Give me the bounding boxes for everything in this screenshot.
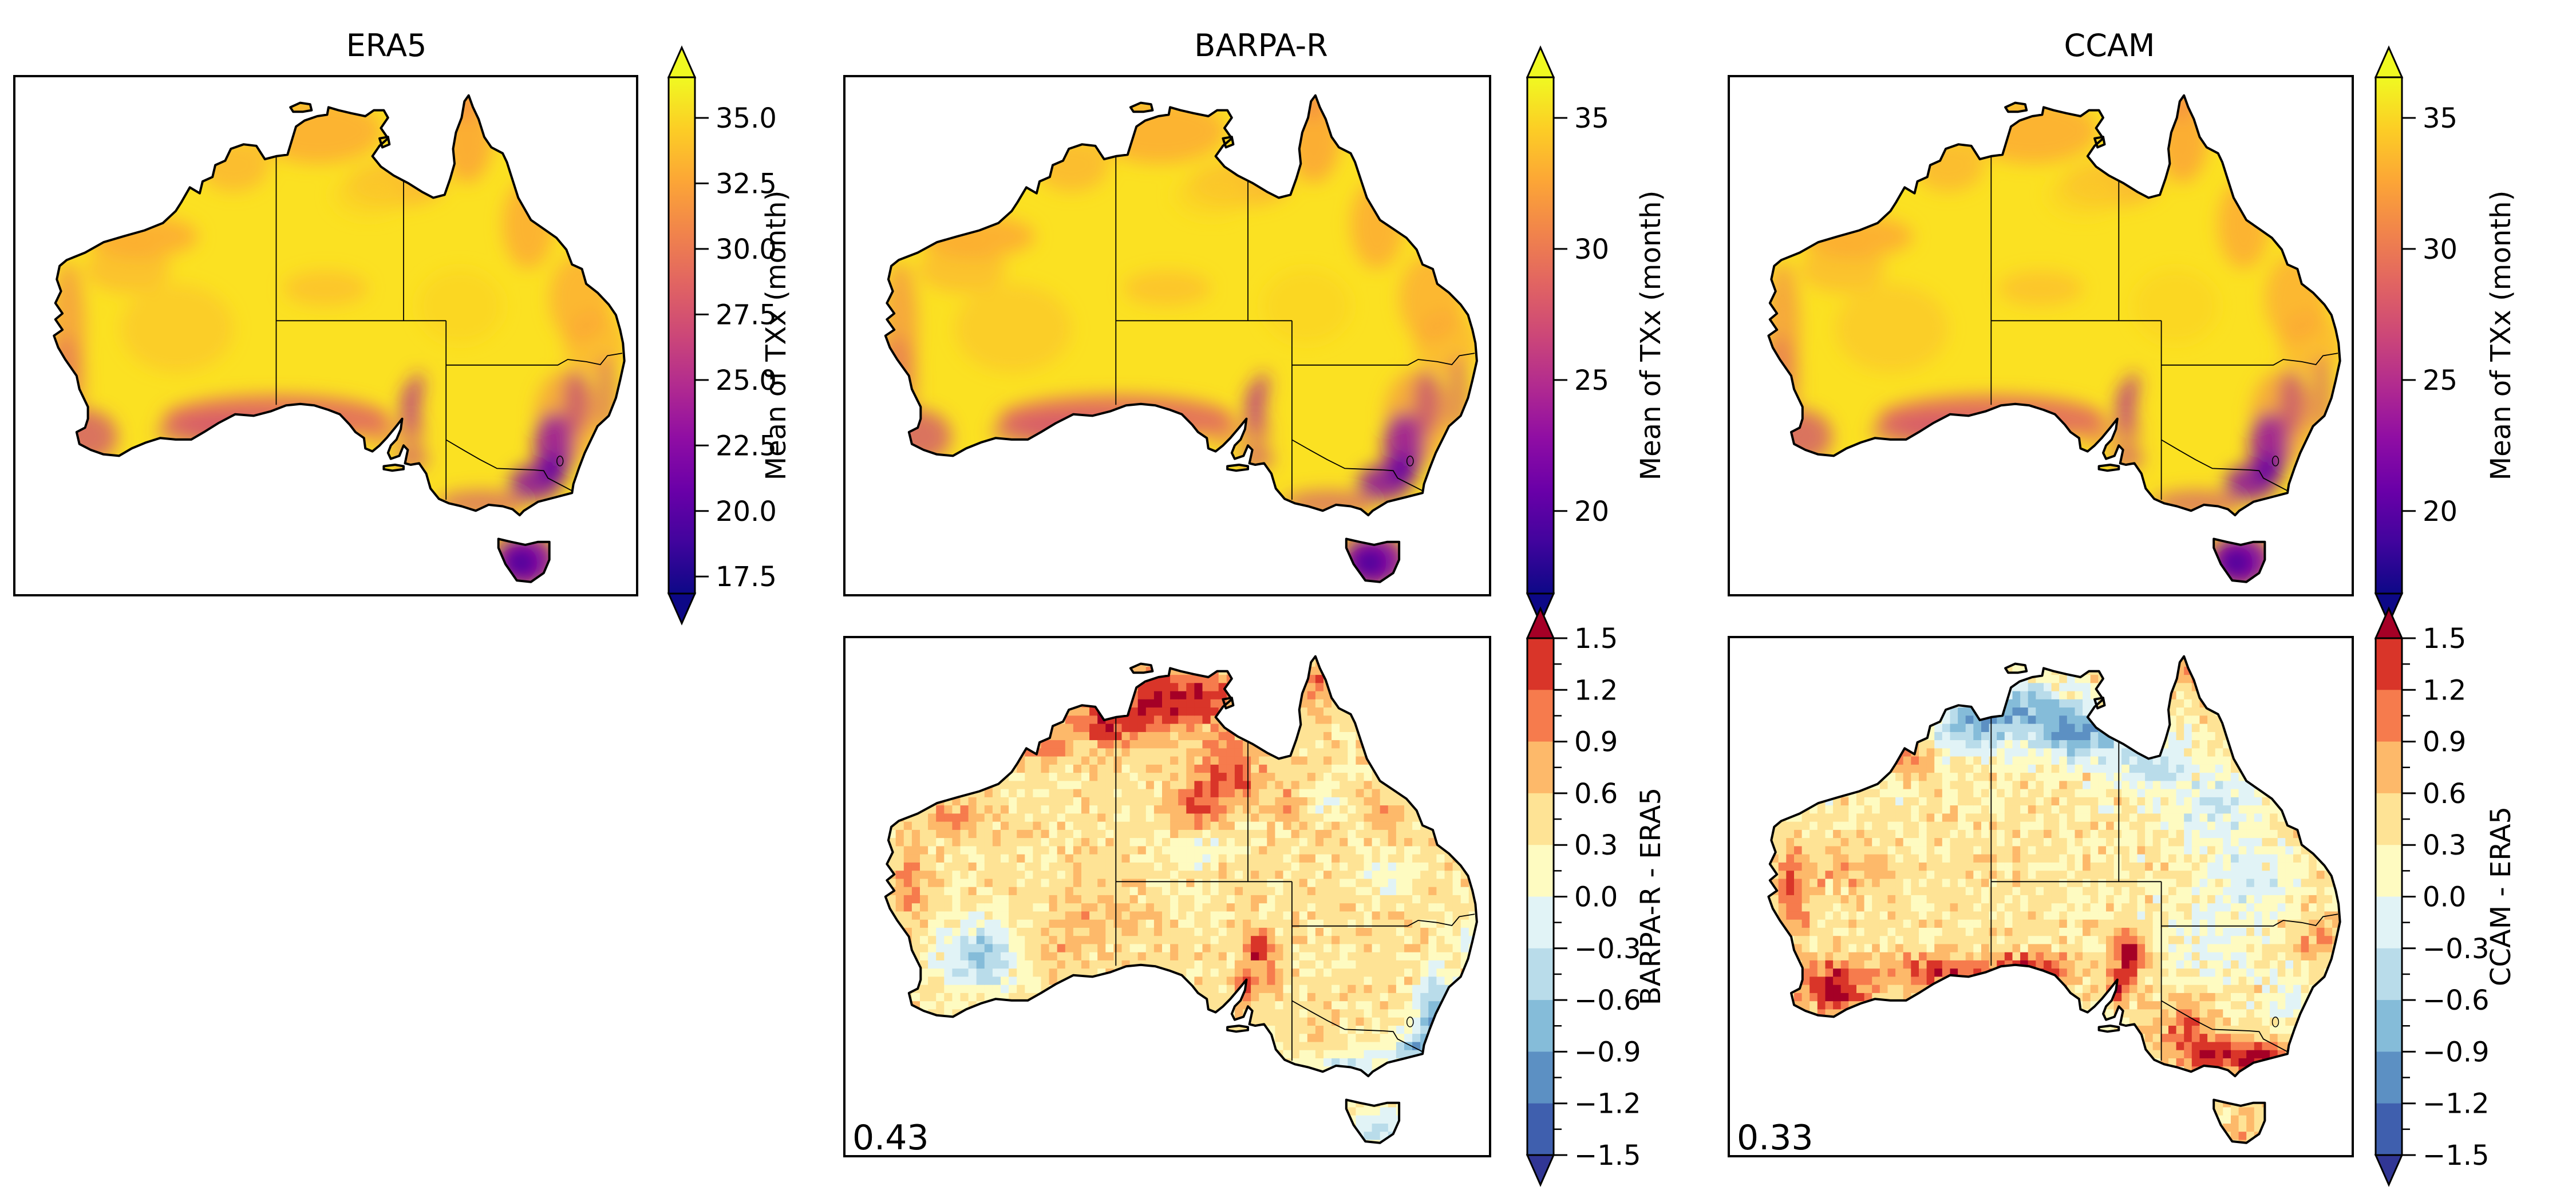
colorbar-tick-label: 35 [2423, 102, 2458, 135]
colorbar-tick-label: 30 [2423, 234, 2458, 266]
colorbar-barpa-r: 35 30 25 20 [1526, 45, 1609, 626]
colorbar-tick-label: −1.2 [1574, 1088, 1641, 1120]
map-panel-barpa-r-minus-era5 [843, 636, 1491, 1157]
colorbar-barpa-r-diff: 1.5 1.2 0.9 0.6 0.3 0.0 −0.3 −0.6 −0.9 −1.2 −1.5 [1526, 606, 1641, 1187]
colorbar-tick-label: 0.9 [1574, 726, 1618, 758]
plasma-map-layer [885, 95, 1477, 582]
colorbar-label-ccam-diff: CCAM - ERA5 [2485, 806, 2517, 986]
colorbar-ccam: 35 30 25 20 [2374, 45, 2458, 626]
plasma-map-layer [54, 95, 625, 582]
corner-value-barpa-r-diff: 0.43 [852, 1118, 929, 1158]
colorbar-tick-label: 20 [2423, 496, 2458, 528]
colorbar-label-era5: Mean of TXx (month) [760, 191, 792, 481]
colorbar-tick-label: 0.0 [1574, 881, 1618, 914]
colorbar-tick-label: −1.5 [1574, 1140, 1641, 1172]
panel-title-ccam: CCAM [2064, 27, 2155, 64]
colorbar-tick-label: 0.9 [2423, 726, 2466, 758]
colorbar-tick-label: 27.5 [716, 299, 777, 331]
colorbar-tick-label: 0.6 [2423, 778, 2466, 810]
colorbar-tick-label: 30.0 [716, 234, 777, 266]
map-panel-barpa-r [843, 75, 1491, 596]
map-panel-ccam [1728, 75, 2354, 596]
panel-title-era5: ERA5 [346, 27, 427, 64]
colorbar-tick-label: 0.0 [2423, 881, 2466, 914]
corner-value-ccam-diff: 0.33 [1737, 1118, 1814, 1158]
colorbar-tick-label: −0.6 [2423, 984, 2490, 1017]
colorbar-tick-label: 1.2 [1574, 674, 1618, 706]
colorbar-label-ccam: Mean of TXx (month) [2485, 191, 2517, 481]
colorbar-tick-label: 0.6 [1574, 778, 1618, 810]
colorbar-tick-label: 30 [1574, 234, 1609, 266]
colorbar-tick-label: 1.5 [1574, 623, 1618, 655]
colorbar-tick-label: 22.5 [716, 430, 777, 462]
colorbar-label-barpa-r-diff: BARPA-R - ERA5 [1635, 788, 1667, 1005]
colorbar-tick-label: 35 [1574, 102, 1609, 135]
colorbar-tick-label: 0.3 [1574, 829, 1618, 861]
colorbar-ccam-diff: 1.5 1.2 0.9 0.6 0.3 0.0 −0.3 −0.6 −0.9 −1.2 −1.5 [2374, 606, 2490, 1187]
map-panel-era5 [13, 75, 638, 596]
colorbar-tick-label: −0.9 [1574, 1036, 1641, 1068]
plasma-map-layer [1768, 95, 2340, 582]
colorbar-tick-label: 20 [1574, 496, 1609, 528]
diff-map-layer [1768, 656, 2340, 1143]
colorbar-tick-label: −0.3 [1574, 933, 1641, 965]
colorbar-label-barpa-r: Mean of TXx (month) [1635, 191, 1667, 481]
colorbar-tick-label: −0.9 [2423, 1036, 2490, 1068]
colorbar-tick-label: 25 [2423, 365, 2458, 397]
colorbar-tick-label: 1.5 [2423, 623, 2466, 655]
colorbar-tick-label: 25 [1574, 365, 1609, 397]
colorbar-era5: 35.0 32.5 30.0 27.5 25.0 22.5 20.0 17.5 [667, 45, 777, 626]
map-panel-ccam-minus-era5 [1728, 636, 2354, 1157]
colorbar-tick-label: 32.5 [716, 168, 777, 200]
colorbar-tick-label: 20.0 [716, 496, 777, 528]
colorbar-tick-label: 0.3 [2423, 829, 2466, 861]
diff-map-layer [885, 656, 1477, 1143]
colorbar-tick-label: 1.2 [2423, 674, 2466, 706]
colorbar-tick-label: 17.5 [716, 561, 777, 593]
colorbar-tick-label: 25.0 [716, 365, 777, 397]
colorbar-tick-label: −0.3 [2423, 933, 2490, 965]
colorbar-tick-label: −1.2 [2423, 1088, 2490, 1120]
panel-title-barpa-r: BARPA-R [1194, 27, 1327, 64]
colorbar-tick-label: 35.0 [716, 102, 777, 135]
colorbar-tick-label: −1.5 [2423, 1140, 2490, 1172]
colorbar-tick-label: −0.6 [1574, 984, 1641, 1017]
